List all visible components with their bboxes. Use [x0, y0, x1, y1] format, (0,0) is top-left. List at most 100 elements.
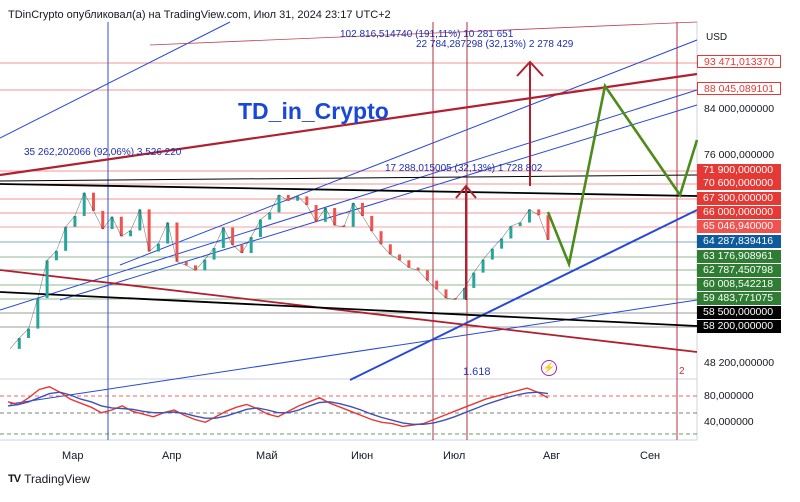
price-label: 64 287,839416 — [697, 235, 781, 248]
channel-line — [0, 21, 231, 139]
annotation-top-measure: 102 816,514740 (191,11%) 10 281 651 — [340, 29, 514, 40]
price-candle — [17, 338, 21, 349]
price-candle — [91, 192, 95, 211]
oscillator-line — [7, 391, 549, 425]
channel-line — [0, 89, 698, 311]
channel-line — [59, 104, 698, 301]
price-candle — [231, 227, 235, 246]
price-candle — [277, 194, 281, 213]
channel-line — [119, 39, 698, 266]
price-candle — [370, 215, 374, 232]
price-candle — [360, 202, 364, 216]
price-candle — [203, 259, 207, 271]
plot-background — [0, 22, 697, 440]
price-tick: 84 000,000000 — [704, 103, 775, 115]
trend-line-black-upper — [0, 183, 698, 197]
price-candle — [333, 207, 337, 226]
trend-line-black-mid — [0, 174, 698, 182]
price-label: 62 787,450798 — [697, 264, 781, 277]
price-line — [9, 191, 549, 350]
price-candle — [45, 260, 49, 299]
price-candle — [305, 196, 309, 206]
price-candle — [221, 227, 225, 248]
target-arrowhead-mid — [455, 184, 477, 199]
price-label: 66 000,000000 — [697, 206, 781, 219]
price-tick: 76 000,000000 — [704, 149, 775, 161]
price-candle — [472, 272, 476, 288]
fib-right-label: 2 — [679, 366, 685, 377]
projection-path — [546, 82, 699, 269]
oscillator-tick: 40,000000 — [704, 416, 754, 428]
price-candle — [296, 196, 300, 201]
price-candle — [500, 238, 504, 249]
price-candle — [73, 215, 77, 227]
price-candle — [286, 194, 290, 201]
alert-icon[interactable]: ⚡ — [541, 360, 557, 376]
price-candle — [546, 215, 550, 240]
price-candle — [119, 216, 123, 237]
price-candle — [314, 205, 318, 222]
price-candle — [194, 265, 198, 271]
time-tick: Апр — [162, 450, 182, 462]
price-label: 71 900,000000 — [697, 164, 781, 177]
time-tick: Июл — [443, 450, 466, 462]
price-label: 58 500,000000 — [697, 306, 781, 319]
brand-name: TradingView — [24, 472, 91, 486]
price-candle — [379, 231, 383, 245]
price-candle — [138, 209, 142, 231]
currency-label[interactable]: USD — [706, 32, 728, 43]
price-label: 60 008,542218 — [697, 278, 781, 291]
price-candle — [110, 216, 114, 230]
tradingview-brand[interactable]: TV TradingView — [8, 472, 90, 486]
price-candle — [425, 270, 429, 281]
price-candle — [435, 280, 439, 290]
price-label: 65 046,940000 — [697, 220, 781, 233]
price-label: 67 300,000000 — [697, 192, 781, 205]
channel-line — [9, 299, 698, 405]
price-tick: 48 200,000000 — [704, 357, 775, 369]
price-label: 59 483,771075 — [697, 292, 781, 305]
trend-line-black-lower — [0, 291, 698, 327]
price-candle — [323, 207, 327, 222]
watermark-title: TD_in_Crypto — [238, 98, 389, 124]
price-label: 88 045,089101 — [697, 82, 781, 95]
price-candle — [388, 244, 392, 255]
price-label: 70 600,000000 — [697, 177, 781, 190]
price-candle — [481, 259, 485, 273]
price-candle — [444, 289, 448, 299]
trend-line-red-top — [149, 21, 698, 46]
channel-line — [349, 209, 698, 381]
annotation-left-measure: 35 262,202066 (92,06%) 3 526 220 — [24, 147, 182, 158]
price-candle — [518, 222, 522, 227]
time-tick: Авг — [543, 450, 561, 462]
price-candle — [82, 192, 86, 216]
time-tick: Сен — [640, 450, 661, 462]
price-candle — [129, 230, 133, 237]
target-arrowhead-upper — [516, 60, 544, 77]
tradingview-logo-icon: TV — [8, 473, 21, 485]
oscillator-tick: 80,000000 — [704, 390, 754, 402]
price-candle — [101, 210, 105, 230]
price-candle — [407, 260, 411, 268]
oscillator-line — [7, 386, 549, 428]
price-candle — [156, 243, 160, 252]
price-candle — [416, 267, 420, 271]
price-candle — [268, 212, 272, 220]
price-candle — [490, 248, 494, 260]
fib-level-label: 1.618 — [463, 366, 491, 378]
price-candle — [166, 222, 170, 244]
price-candle — [398, 254, 402, 261]
price-label: 93 471,013370 — [697, 55, 781, 68]
price-candle — [453, 298, 457, 300]
price-candle — [147, 209, 151, 252]
publish-header: TDinCrypto опубликовал(а) на TradingView… — [8, 9, 391, 21]
price-label: 58 200,000000 — [697, 320, 781, 333]
time-tick: Мар — [62, 450, 84, 462]
price-candle — [54, 250, 58, 261]
price-candle — [463, 287, 467, 300]
price-candle — [351, 202, 355, 227]
price-candle — [27, 328, 31, 339]
price-candle — [184, 261, 188, 266]
